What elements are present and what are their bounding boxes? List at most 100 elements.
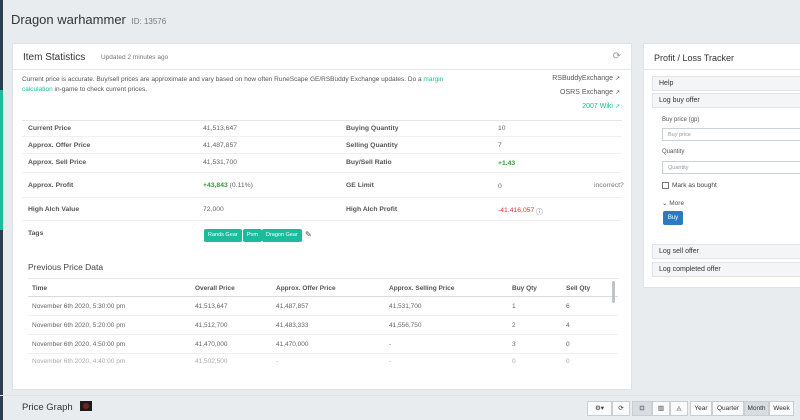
cell-time: November 6th 2020, 4:40:00 pm <box>32 358 126 365</box>
osrs-exchange-link[interactable]: OSRS Exchange ↗ <box>560 89 620 96</box>
more-toggle[interactable]: ⌄ More <box>662 199 684 207</box>
bar-chart-button[interactable]: ▥ <box>652 401 670 416</box>
log-sell-toggle[interactable]: Log sell offer <box>652 244 800 259</box>
desc-text: Current price is accurate. Buy/sell pric… <box>22 76 424 83</box>
profit-percent: (0.11%) <box>229 182 253 189</box>
area-chart-button[interactable]: ◬ <box>670 401 688 416</box>
cell-overall: 41,513,647 <box>195 303 228 310</box>
quantity-input[interactable] <box>663 162 800 173</box>
margin-calculation-link[interactable]: margin calculation <box>22 76 444 93</box>
column-header[interactable]: Overall Price <box>195 285 235 292</box>
cell-sell-qty: 0 <box>566 341 570 348</box>
table-row: November 6th 2020, 5:30:00 pm 41,513,647… <box>28 297 618 316</box>
cell-selling: - <box>389 358 392 365</box>
offer-price-value: 41,487,857 <box>203 142 238 149</box>
profit-value-wrap: +43,843 (0.11%) <box>203 182 253 189</box>
column-header[interactable]: Buy Qty <box>512 285 537 292</box>
range-quarter-button[interactable]: Quarter <box>712 401 744 416</box>
cell-sell-qty: 0 <box>566 358 570 365</box>
settings-dropdown[interactable]: ⚙▾ <box>587 401 612 416</box>
item-icon <box>80 401 92 411</box>
price-history-table: Time Overall Price Approx. Offer Price A… <box>28 278 618 368</box>
cell-overall: 41,470,000 <box>195 341 228 348</box>
refresh-icon[interactable]: ⟳ <box>612 51 621 62</box>
bar-chart-icon: ▥ <box>657 405 665 412</box>
stat-row: Tags <box>22 221 622 247</box>
cell-selling: - <box>389 341 392 348</box>
item-name: Dragon warhammer <box>11 12 126 27</box>
range-week-button[interactable]: Week <box>769 401 794 416</box>
buy-button[interactable]: Buy <box>663 211 683 225</box>
cell-time: November 6th 2020, 4:50:00 pm <box>32 341 126 348</box>
external-link-icon: ↗ <box>614 90 620 96</box>
table-row: November 6th 2020, 4:50:00 pm 41,470,000… <box>28 335 618 354</box>
rsbuddy-link[interactable]: RSBuddyExchange ↗ <box>552 75 620 82</box>
sell-price-value: 41,531,700 <box>203 159 238 166</box>
chevron-down-icon: ⌄ <box>662 200 668 207</box>
cell-offer: 41,483,333 <box>276 322 309 329</box>
offer-price-label: Approx. Offer Price <box>28 142 91 149</box>
high-alch-profit-label: High Alch Profit <box>346 206 398 213</box>
profit-value: +43,843 <box>203 182 228 189</box>
area-chart-icon: ◬ <box>676 405 682 412</box>
buying-quantity-label: Buying Quantity <box>346 125 399 132</box>
column-header[interactable]: Approx. Selling Price <box>389 285 455 292</box>
item-id: ID: 13576 <box>131 17 167 26</box>
refresh-graph-button[interactable]: ⟳ <box>612 401 630 416</box>
divider <box>643 69 800 70</box>
cell-sell-qty: 4 <box>566 322 570 329</box>
current-price-value: 41,513,647 <box>203 125 238 132</box>
external-link-icon: ↗ <box>614 76 620 82</box>
price-graph-header <box>0 395 800 420</box>
log-completed-label: Log completed offer <box>659 266 721 273</box>
tag-pvm[interactable]: Pvm <box>243 229 262 242</box>
range-month-button[interactable]: Month <box>744 401 769 416</box>
help-toggle[interactable]: Help <box>652 76 800 91</box>
high-alch-value: 72,000 <box>203 206 224 213</box>
sell-price-label: Approx. Sell Price <box>28 159 87 166</box>
gear-icon: ⚙ <box>594 405 601 412</box>
cell-time: November 6th 2020, 5:30:00 pm <box>32 303 126 310</box>
selling-quantity-label: Selling Quantity <box>346 142 398 149</box>
quantity-label: Quantity <box>662 149 685 155</box>
table-scrollbar[interactable] <box>612 281 615 303</box>
cell-buy-qty: 1 <box>512 303 516 310</box>
cell-buy-qty: 3 <box>512 341 516 348</box>
column-header[interactable]: Time <box>32 285 48 292</box>
range-year-button[interactable]: Year <box>690 401 712 416</box>
column-header[interactable]: Approx. Offer Price <box>276 285 336 292</box>
buy-price-field[interactable] <box>662 128 800 141</box>
cell-buy-qty: 2 <box>512 322 516 329</box>
buy-price-input[interactable] <box>663 129 800 140</box>
tag-dragon-gear[interactable]: Dragon Gear <box>262 229 302 242</box>
log-buy-toggle[interactable]: Log buy offer <box>652 93 800 108</box>
incorrect-link[interactable]: incorrect? <box>594 182 624 189</box>
cell-offer: 41,487,857 <box>276 303 309 310</box>
mark-bought-checkbox[interactable] <box>662 182 669 189</box>
cell-selling: 41,531,700 <box>389 303 422 310</box>
log-completed-toggle[interactable]: Log completed offer <box>652 262 800 277</box>
cell-buy-qty: 0 <box>512 358 516 365</box>
wiki-link[interactable]: 2007 Wiki ↗ <box>582 103 620 110</box>
current-price-label: Current Price <box>28 125 72 132</box>
stat-row: Approx. Profit +43,843 (0.11%) GE Limit … <box>22 173 624 198</box>
stat-row: Approx. Sell Price 41,531,700 Buy/Sell R… <box>22 154 622 173</box>
selling-quantity-value: 7 <box>498 142 502 149</box>
cell-offer: - <box>276 358 279 365</box>
column-header[interactable]: Sell Qty <box>566 285 591 292</box>
chart-type-button[interactable]: ⊡ <box>632 401 652 416</box>
graph-title: Price Graph <box>22 402 73 413</box>
table-row: November 6th 2020, 5:20:00 pm 41,512,700… <box>28 316 618 335</box>
quantity-field[interactable] <box>662 161 800 174</box>
log-buy-label: Log buy offer <box>659 97 700 104</box>
edit-tags-icon[interactable]: ✎ <box>305 230 312 239</box>
high-alch-label: High Alch Value <box>28 206 80 213</box>
tag-rands-gear[interactable]: Rands Gear <box>204 229 242 242</box>
tags-label: Tags <box>28 230 44 237</box>
line-chart-icon: ⊡ <box>639 405 645 412</box>
info-icon[interactable]: ⓘ <box>536 209 543 216</box>
cell-overall: 41,512,700 <box>195 322 228 329</box>
cell-sell-qty: 6 <box>566 303 570 310</box>
stat-row: High Alch Value 72,000 High Alch Profit … <box>22 198 622 221</box>
ge-limit-label: GE Limit <box>346 182 374 189</box>
